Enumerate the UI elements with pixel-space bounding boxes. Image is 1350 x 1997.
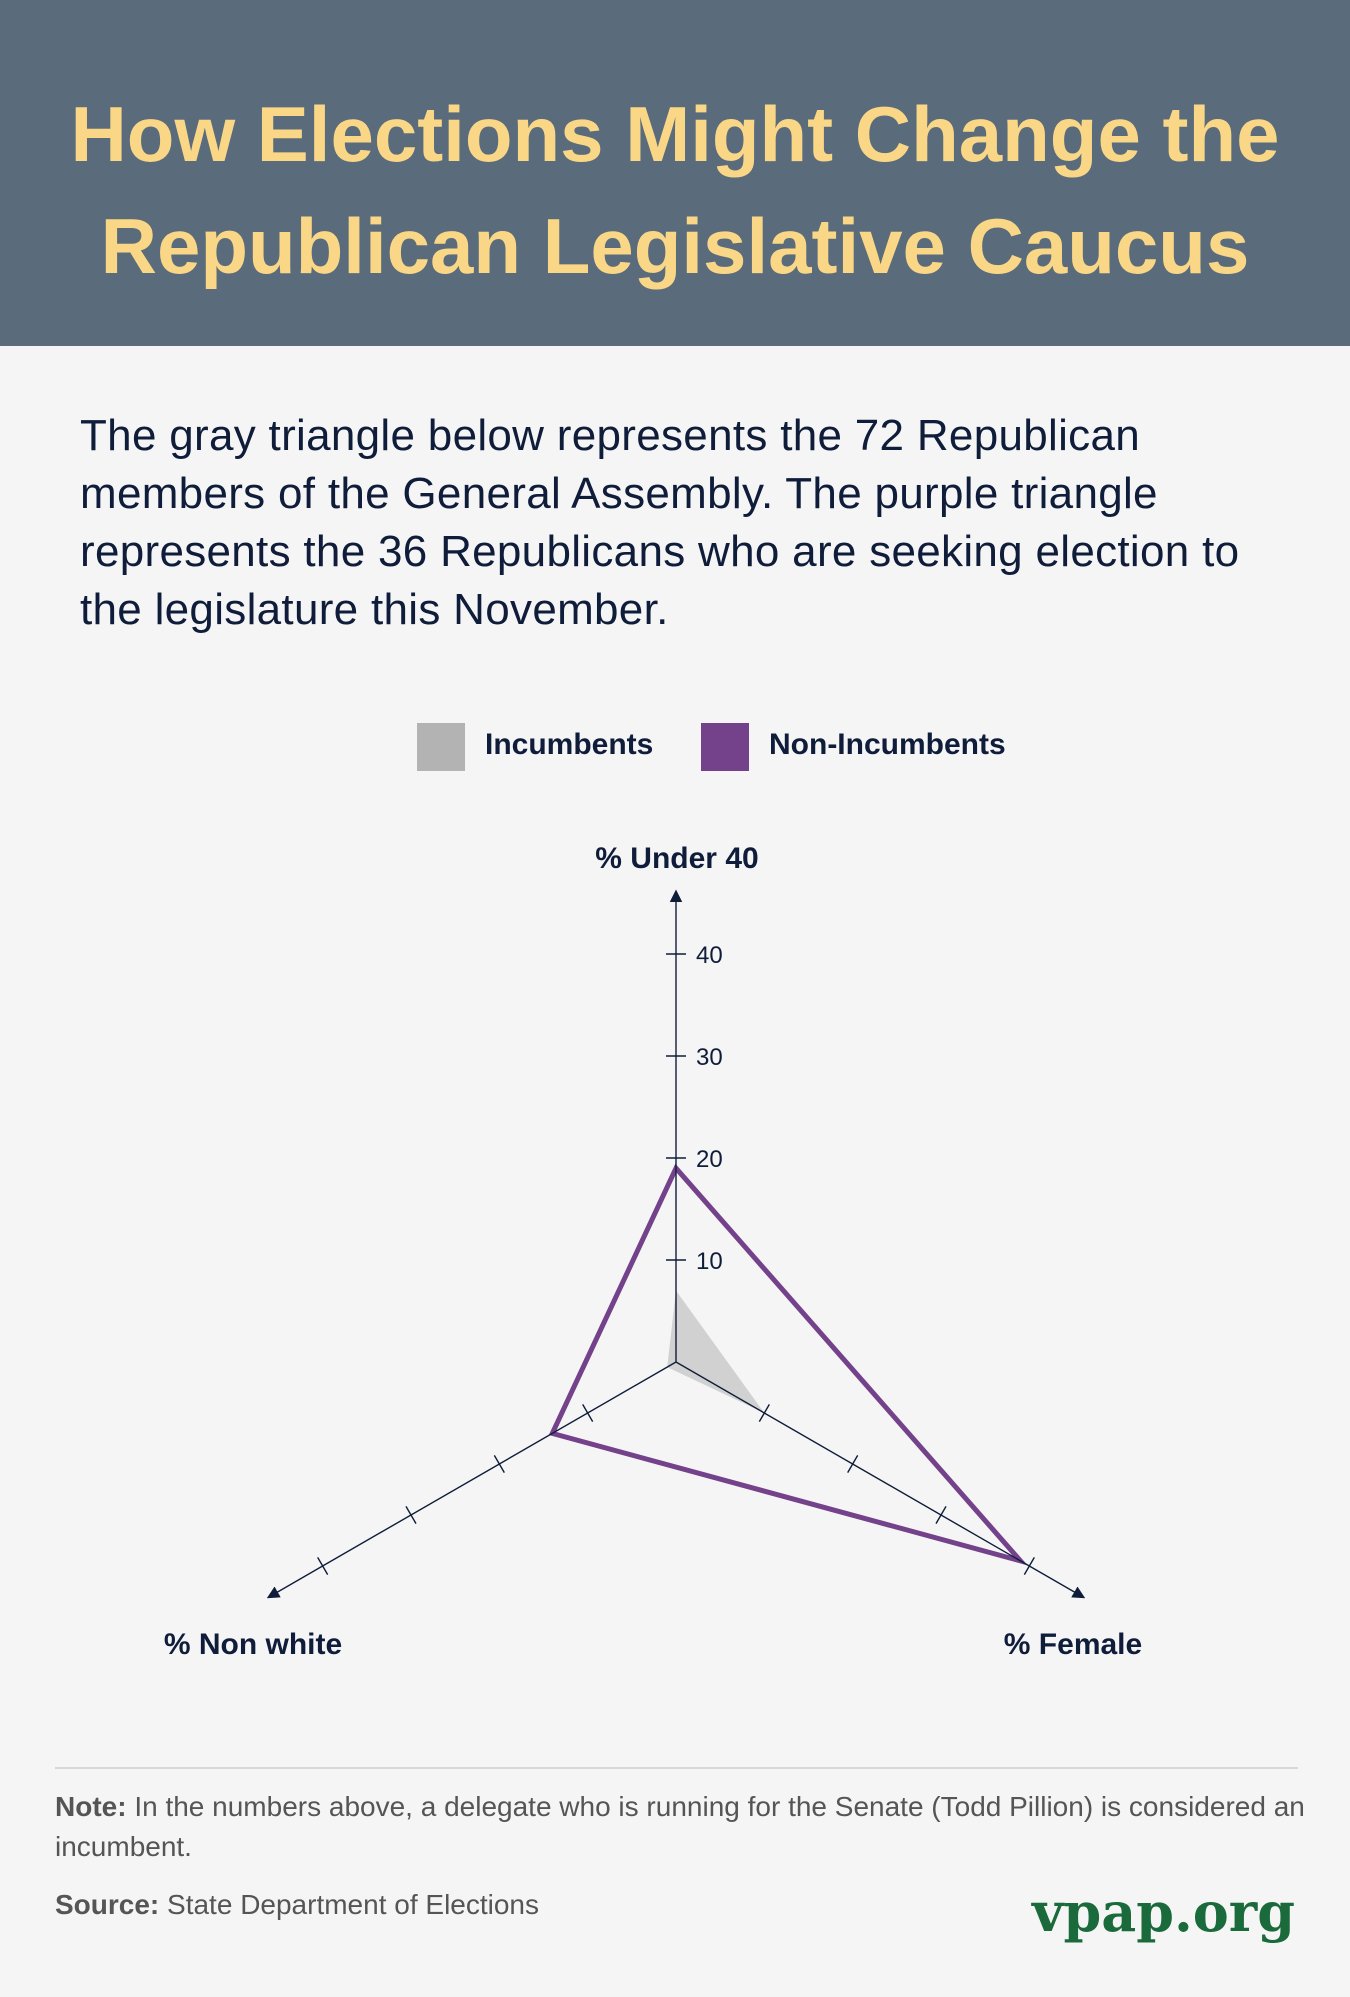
axis-female-tick-20 — [847, 1454, 859, 1474]
note-text: In the numbers above, a delegate who is … — [55, 1791, 1305, 1862]
axis-female-tick-10 — [758, 1403, 770, 1423]
axis-label-under-40: % Under 40 — [595, 842, 758, 875]
axis-non-white-tick-10 — [582, 1403, 594, 1423]
axis-non-white — [266, 1361, 677, 1599]
header-banner: How Elections Might Change the Republica… — [0, 0, 1350, 346]
legend-swatch-non-incumbents — [701, 723, 749, 771]
intro-paragraph: The gray triangle below represents the 7… — [80, 411, 1240, 634]
tick-label-30: 30 — [696, 1044, 723, 1071]
note-label: Note: — [55, 1791, 127, 1822]
legend-label-non-incumbents: Non-Incumbents — [769, 728, 1006, 761]
source-label: Source: — [55, 1889, 160, 1920]
incumbents-triangle — [667, 1290, 765, 1413]
tick-label-10: 10 — [696, 1248, 723, 1275]
footer-note: Note: In the numbers above, a delegate w… — [55, 1787, 1305, 1867]
title-line-1: How Elections Might Change the — [70, 90, 1280, 178]
axis-label-non-white: % Non white — [164, 1628, 342, 1661]
axis-non-white-tick-40 — [317, 1556, 329, 1576]
footer-source: Source: State Department of Elections — [55, 1889, 539, 1921]
chart-legend: Incumbents Non-Incumbents — [0, 718, 1350, 774]
page-title: How Elections Might Change the Republica… — [0, 78, 1350, 302]
tick-label-40: 40 — [696, 942, 723, 969]
legend-swatch-incumbents — [417, 723, 465, 771]
footer-divider — [55, 1767, 1298, 1769]
axis-non-white-tick-20 — [493, 1454, 505, 1474]
tick-label-20: 20 — [696, 1146, 723, 1173]
axis-female — [675, 1361, 1086, 1599]
source-text: State Department of Elections — [167, 1889, 540, 1920]
legend-label-incumbents: Incumbents — [485, 728, 654, 761]
axis-label-female: % Female — [1004, 1628, 1142, 1661]
brand-logo: vpap.org — [1032, 1880, 1295, 1944]
title-line-2: Republican Legislative Caucus — [100, 202, 1250, 290]
non-incumbents-triangle — [548, 1163, 1028, 1566]
axis-female-tick-30 — [935, 1505, 947, 1525]
axis-non-white-tick-30 — [405, 1505, 417, 1525]
axis-female-tick-40 — [1023, 1556, 1035, 1576]
